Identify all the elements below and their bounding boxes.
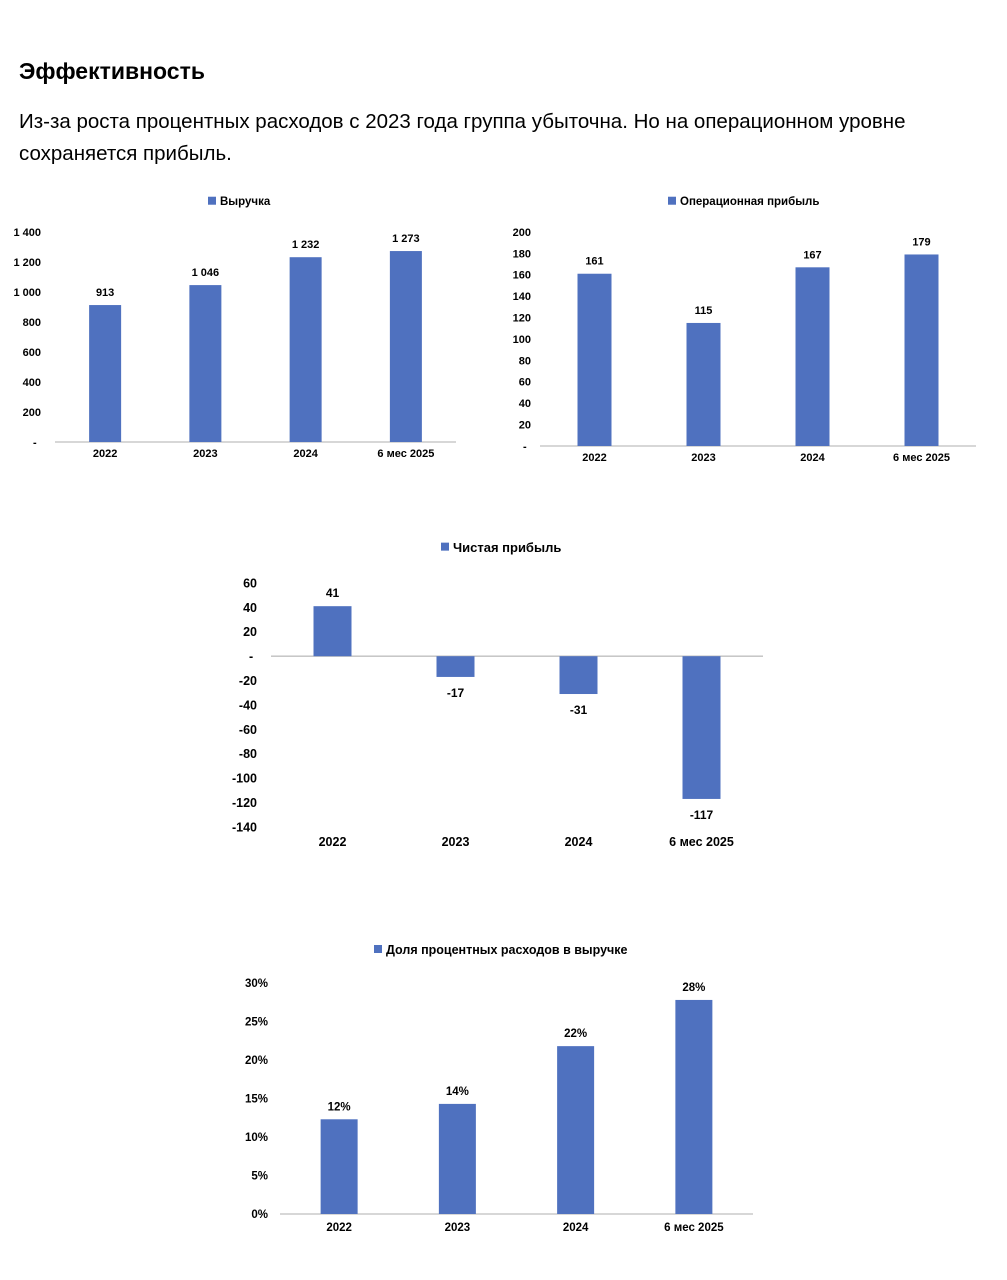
y-tick-label: 1 200 (13, 257, 41, 269)
y-tick-label: - (249, 650, 253, 664)
bar (436, 656, 475, 677)
bar (795, 267, 830, 446)
legend-swatch (208, 196, 216, 205)
category-label: 6 мес 2025 (893, 452, 950, 464)
data-label: -31 (570, 703, 588, 717)
category-label: 2023 (193, 448, 217, 460)
category-label: 2023 (691, 452, 715, 464)
data-label: 167 (803, 249, 821, 261)
data-label: 179 (912, 236, 930, 248)
legend-label: Выручка (220, 196, 271, 208)
category-label: 2024 (565, 835, 593, 849)
data-label: 1 273 (392, 233, 420, 245)
y-tick-label: 600 (23, 347, 41, 359)
page-title: Эффективность (19, 58, 205, 84)
y-tick-label: -140 (232, 820, 257, 834)
data-label: 41 (326, 586, 340, 600)
y-tick-label: 30% (245, 978, 268, 990)
y-tick-label: 180 (513, 248, 531, 260)
category-label: 2023 (442, 835, 470, 849)
category-label: 2022 (582, 452, 606, 464)
data-label: 913 (96, 287, 114, 299)
bar (313, 606, 352, 657)
data-label: 161 (585, 256, 603, 268)
bar (438, 1103, 476, 1214)
category-label: 2023 (445, 1222, 471, 1234)
bar (89, 305, 122, 442)
y-tick-label: -60 (239, 723, 257, 737)
legend-swatch (668, 196, 676, 205)
data-label: 1 046 (192, 267, 220, 279)
y-tick-label: 1 000 (13, 287, 41, 299)
data-label: 28% (682, 982, 705, 994)
category-label: 2022 (319, 835, 347, 849)
y-tick-label: 40 (519, 398, 531, 410)
bar (389, 251, 422, 442)
data-label: -117 (690, 808, 714, 822)
y-tick-label: 1 400 (13, 227, 41, 239)
legend-label: Чистая прибыль (453, 540, 561, 555)
y-tick-label: 0% (251, 1209, 268, 1221)
y-tick-label: - (33, 437, 37, 449)
y-tick-label: 140 (513, 291, 531, 303)
bar (577, 273, 612, 446)
y-tick-label: 60 (243, 576, 257, 590)
y-tick-label: 25% (245, 1017, 268, 1029)
y-tick-label: 400 (23, 377, 41, 389)
y-tick-label: -20 (239, 674, 257, 688)
y-tick-label: 20 (519, 419, 531, 431)
bar (289, 257, 322, 442)
y-tick-label: 20% (245, 1055, 268, 1067)
y-tick-label: 800 (23, 317, 41, 329)
interest-share-chart: Доля процентных расходов в выручке 0% 5% 10… (245, 943, 753, 1234)
data-label: 22% (564, 1028, 587, 1040)
y-tick-label: 40 (243, 601, 257, 615)
legend-swatch (374, 945, 382, 953)
y-tick-label: -100 (232, 772, 257, 786)
legend-label: Операционная прибыль (680, 196, 819, 208)
net-profit-chart: Чистая прибыль 60 40 20 - -20 -40 -60 -80 -100 -12… (232, 540, 763, 849)
y-tick-label: 200 (513, 227, 531, 239)
y-tick-label: - (523, 441, 527, 453)
bar (320, 1119, 358, 1214)
category-label: 2024 (563, 1222, 589, 1234)
y-tick-label: 10% (245, 1132, 268, 1144)
category-label: 2024 (293, 448, 318, 460)
bar (675, 999, 713, 1214)
category-label: 2024 (800, 452, 825, 464)
legend-label: Доля процентных расходов в выручке (386, 943, 628, 957)
y-tick-label: 60 (519, 377, 531, 389)
y-tick-label: 20 (243, 625, 257, 639)
y-tick-label: 160 (513, 270, 531, 282)
category-label: 6 мес 2025 (669, 835, 734, 849)
y-tick-label: -40 (239, 698, 257, 712)
y-tick-label: 80 (519, 355, 531, 367)
y-tick-label: 120 (513, 312, 531, 324)
bar (682, 656, 721, 799)
category-label: 2022 (326, 1222, 352, 1234)
category-label: 6 мес 2025 (664, 1222, 724, 1234)
bar (557, 1046, 595, 1214)
y-tick-label: -120 (232, 796, 257, 810)
data-label: 12% (328, 1101, 351, 1113)
data-label: 1 232 (292, 239, 320, 251)
data-label: -17 (447, 686, 465, 700)
bar (559, 656, 598, 695)
operating-profit-chart: Операционная прибыль - 20 40 60 80 100 120 140 16… (513, 196, 976, 464)
bar (904, 254, 939, 446)
y-tick-label: -80 (239, 747, 257, 761)
legend-swatch (441, 542, 449, 551)
bar (686, 322, 721, 446)
y-tick-label: 200 (23, 407, 41, 419)
y-tick-label: 100 (513, 334, 531, 346)
intro-paragraph: Из-за роста процентных расходов с 2023 г… (19, 110, 906, 165)
category-label: 6 мес 2025 (377, 448, 434, 460)
revenue-chart: Выручка - 200 400 600 800 1 000 1 200 1 400 913 20… (13, 196, 456, 460)
y-tick-label: 5% (251, 1171, 268, 1183)
bar (189, 285, 222, 442)
category-label: 2022 (93, 448, 117, 460)
data-label: 14% (446, 1086, 469, 1098)
data-label: 115 (695, 305, 713, 317)
y-tick-label: 15% (245, 1094, 268, 1106)
